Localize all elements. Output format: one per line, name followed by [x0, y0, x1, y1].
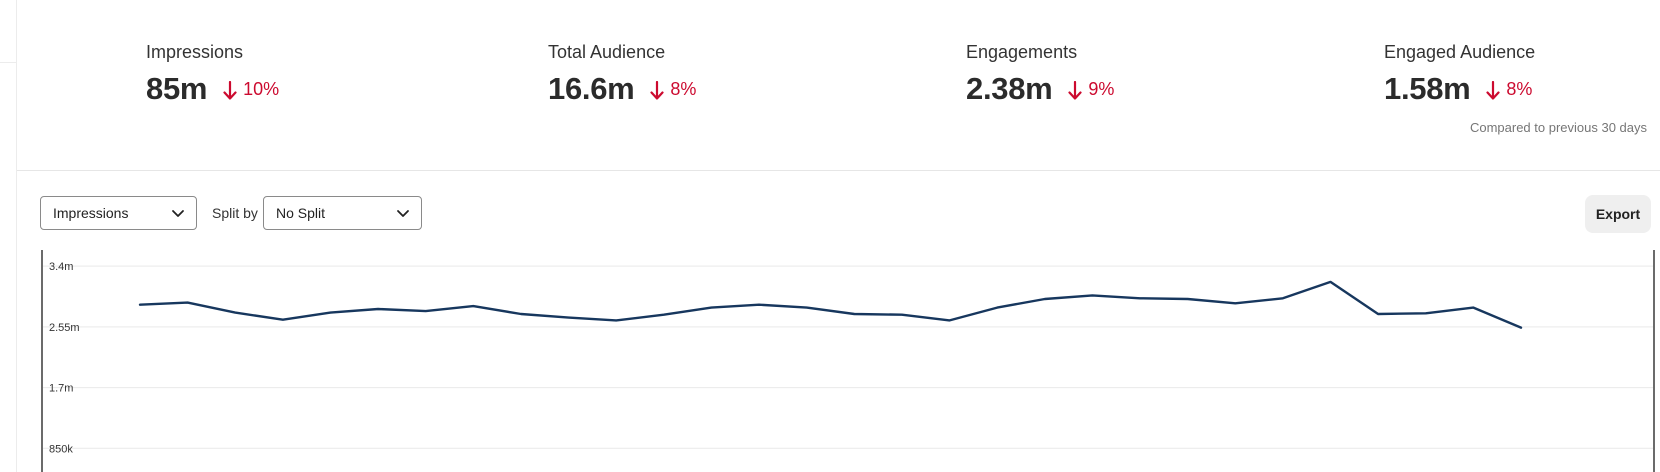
data-point[interactable]: [1186, 297, 1190, 301]
data-point[interactable]: [328, 311, 332, 315]
data-point[interactable]: [852, 312, 856, 316]
stat-change: 9%: [1068, 79, 1114, 100]
stat-change-value: 9%: [1088, 78, 1115, 99]
stat-impressions: Impressions 85m 10%: [146, 42, 279, 107]
data-point[interactable]: [186, 301, 190, 305]
data-point[interactable]: [1329, 280, 1333, 284]
chart-toolbar: Impressions Split by No Split Export: [0, 195, 1660, 236]
data-point[interactable]: [138, 303, 142, 307]
data-point[interactable]: [900, 313, 904, 317]
data-point[interactable]: [1138, 296, 1142, 300]
arrow-down-icon: [1068, 81, 1083, 100]
data-point[interactable]: [519, 312, 523, 316]
data-point[interactable]: [709, 306, 713, 310]
data-point[interactable]: [1519, 326, 1523, 330]
split-by-label: Split by: [212, 205, 258, 221]
stat-engagements: Engagements 2.38m 9%: [966, 42, 1114, 107]
data-point[interactable]: [471, 304, 475, 308]
stat-total-audience: Total Audience 16.6m 8%: [548, 42, 696, 107]
data-point[interactable]: [567, 316, 571, 320]
stat-engaged-audience: Engaged Audience 1.58m 8%: [1384, 42, 1535, 107]
stat-change-value: 8%: [1506, 78, 1533, 99]
chevron-down-icon: [397, 210, 409, 217]
stat-label: Engaged Audience: [1384, 42, 1536, 62]
data-point[interactable]: [1281, 296, 1285, 300]
stats-panel: Impressions 85m 10% Total Audience 16.6m…: [17, 0, 1660, 171]
left-rail: [0, 0, 17, 472]
y-tick-label: 3.4m: [49, 261, 73, 273]
stat-change-value: 10%: [243, 78, 280, 99]
impressions-line-chart: 3.4m 2.55m 1.7m 850k: [41, 250, 1655, 472]
compare-note: Compared to previous 30 days: [1469, 120, 1647, 135]
data-point[interactable]: [281, 318, 285, 322]
arrow-down-icon: [223, 81, 237, 100]
data-point[interactable]: [1424, 311, 1428, 315]
data-point[interactable]: [948, 318, 952, 322]
data-point[interactable]: [1233, 301, 1237, 305]
stat-change-value: 8%: [670, 78, 697, 99]
rail-divider: [0, 62, 16, 63]
stat-value: 2.38m: [966, 71, 1053, 106]
data-point[interactable]: [805, 306, 809, 310]
stat-label: Total Audience: [548, 42, 666, 62]
chart-plot: 3.4m 2.55m 1.7m 850k: [43, 261, 1653, 455]
data-point[interactable]: [662, 313, 666, 317]
arrow-down-icon: [1486, 81, 1501, 100]
data-point[interactable]: [376, 307, 380, 311]
y-tick-label: 2.55m: [49, 322, 80, 334]
y-axis-ticks: 3.4m 2.55m 1.7m 850k: [49, 261, 80, 455]
data-point[interactable]: [1090, 293, 1094, 297]
series-line: [138, 280, 1523, 329]
data-point[interactable]: [233, 311, 237, 315]
chevron-down-icon: [172, 210, 184, 217]
metric-select-value: Impressions: [53, 205, 129, 221]
split-select-value: No Split: [276, 205, 326, 221]
y-tick-label: 1.7m: [49, 383, 73, 395]
arrow-down-icon: [650, 81, 665, 100]
stat-value: 85m: [146, 71, 208, 106]
data-point[interactable]: [424, 309, 428, 313]
data-point[interactable]: [757, 303, 761, 307]
data-point[interactable]: [1043, 297, 1047, 301]
data-point[interactable]: [1376, 312, 1380, 316]
data-point[interactable]: [995, 306, 999, 310]
y-tick-label: 850k: [49, 443, 73, 455]
chart-grid: [43, 265, 1653, 449]
data-point[interactable]: [614, 318, 618, 322]
stat-value: 16.6m: [548, 71, 635, 106]
stat-change: 8%: [650, 79, 696, 100]
stat-value: 1.58m: [1384, 71, 1471, 106]
stat-label: Engagements: [966, 42, 1078, 62]
stat-change: 10%: [223, 79, 279, 100]
split-select[interactable]: No Split: [263, 196, 422, 230]
metric-select[interactable]: Impressions: [40, 196, 197, 230]
stat-label: Impressions: [146, 42, 244, 62]
data-point[interactable]: [1471, 306, 1475, 310]
stat-change: 8%: [1486, 79, 1532, 100]
export-button[interactable]: Export: [1585, 195, 1651, 233]
